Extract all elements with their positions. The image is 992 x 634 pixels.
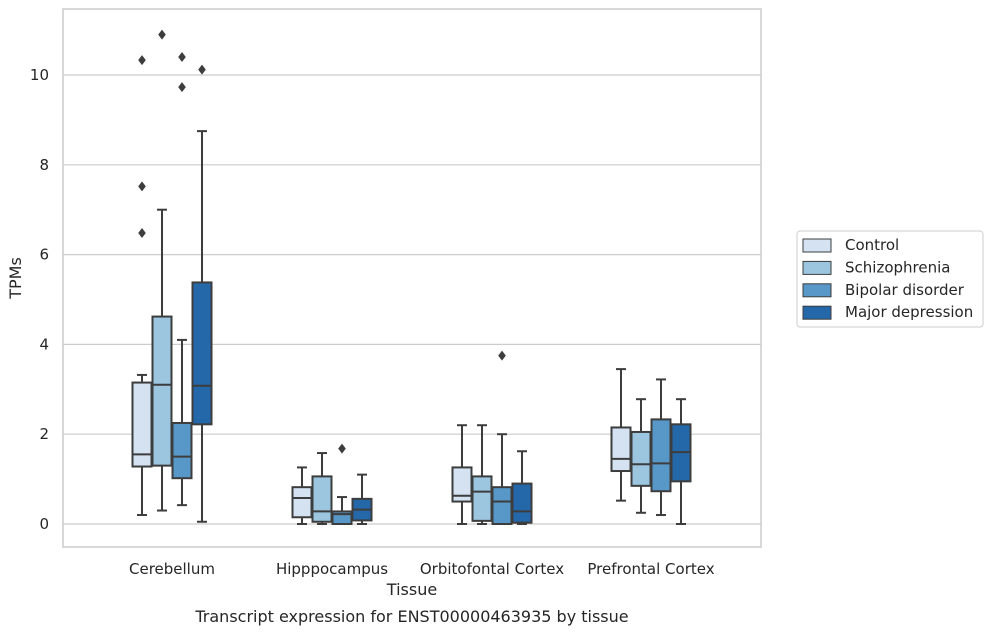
box-schizophrenia [630, 398, 652, 514]
box-iqr [191, 281, 213, 426]
box-bipolar-disorder [331, 443, 353, 526]
y-tick-label: 10 [30, 66, 49, 84]
legend-label: Schizophrenia [845, 258, 950, 276]
box-iqr [151, 315, 173, 467]
x-tick-label: Cerebellum [129, 560, 215, 578]
legend-swatch [802, 305, 832, 320]
box-control [610, 368, 632, 502]
box-major-depression [511, 450, 533, 525]
legend-frame [796, 230, 984, 328]
y-tick-label: 8 [39, 156, 49, 174]
outlier-point [138, 181, 146, 192]
box-schizophrenia [311, 452, 333, 525]
legend-label: Bipolar disorder [845, 281, 965, 299]
outlier-point [498, 350, 506, 361]
box-groups [131, 29, 692, 526]
legend: Control Schizophrenia Bipolar disorder Majo… [796, 230, 984, 328]
box-schizophrenia [151, 29, 173, 512]
box-bipolar-disorder [491, 350, 513, 526]
y-axis-label: TPMs [6, 257, 25, 300]
outlier-point [158, 29, 166, 40]
x-tick-label: Hipppocampus [276, 560, 388, 578]
x-tick-labels: Cerebellum Hipppocampus Orbitofontal Corte… [129, 560, 715, 578]
box-iqr [491, 486, 513, 526]
legend-label: Major depression [845, 303, 973, 321]
legend-label: Control [845, 236, 899, 254]
box-major-depression [191, 64, 213, 523]
box-major-depression [351, 473, 373, 525]
outlier-point [178, 52, 186, 63]
box-bipolar-disorder [171, 52, 193, 507]
x-tick-label: Orbitofontal Cortex [420, 560, 564, 578]
legend-swatch [802, 260, 832, 275]
box-major-depression [670, 398, 692, 525]
box-iqr [171, 421, 193, 480]
y-tick-label: 6 [39, 246, 49, 264]
box-iqr [291, 486, 313, 519]
outlier-point [138, 228, 146, 239]
box-iqr [471, 475, 493, 522]
box-control [131, 55, 153, 517]
outlier-point [338, 443, 346, 454]
box-iqr [610, 426, 632, 473]
y-tick-label: 0 [39, 515, 49, 533]
outlier-point [178, 82, 186, 93]
legend-swatch [802, 238, 832, 253]
y-tick-label: 4 [39, 335, 49, 353]
box-control [451, 424, 473, 525]
outlier-point [198, 64, 206, 75]
box-iqr [511, 482, 533, 524]
plot-frame [62, 8, 762, 548]
box-schizophrenia [471, 424, 493, 525]
y-tick-label: 2 [39, 425, 49, 443]
x-tick-label: Prefrontal Cortex [587, 560, 714, 578]
box-iqr [630, 430, 652, 487]
box-iqr [311, 475, 333, 523]
legend-swatch [802, 283, 832, 298]
chart-caption: Transcript expression for ENST0000046393… [194, 607, 628, 626]
y-tick-labels: 0 2 4 6 8 10 [30, 66, 49, 533]
x-axis-label: Tissue [386, 580, 437, 599]
outlier-point [138, 55, 146, 66]
box-iqr [650, 418, 672, 493]
box-bipolar-disorder [650, 378, 672, 517]
box-control [291, 466, 313, 525]
